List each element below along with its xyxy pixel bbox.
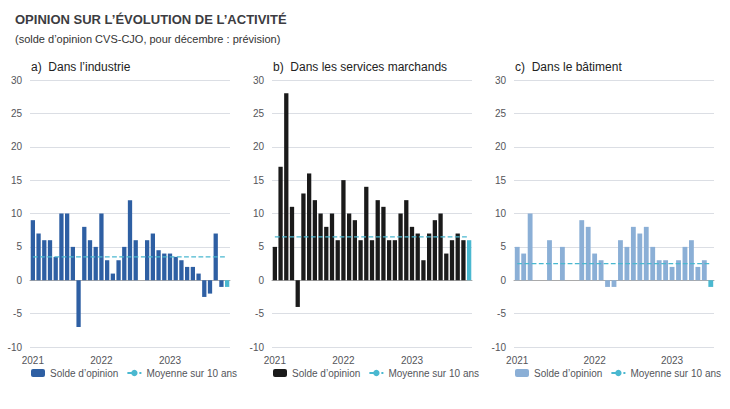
svg-text:10: 10 [495,208,507,219]
svg-text:(solde d’opinion CVS-CJO, pour: (solde d’opinion CVS-CJO, pour décembre … [15,33,280,45]
svg-text:5: 5 [258,241,264,252]
svg-text:-10: -10 [492,342,507,353]
svg-text:15: 15 [495,175,507,186]
svg-text:20: 20 [253,141,265,152]
svg-text:2022: 2022 [90,355,113,366]
svg-text:0: 0 [258,275,264,286]
svg-text:2021: 2021 [506,355,529,366]
svg-text:2023: 2023 [661,355,684,366]
svg-text:25: 25 [253,108,265,119]
svg-text:15: 15 [253,175,265,186]
svg-text:30: 30 [253,75,265,86]
svg-text:Solde d’opinion: Solde d’opinion [534,368,602,379]
svg-text:20: 20 [495,141,507,152]
svg-text:OPINION SUR L’ÉVOLUTION DE L’A: OPINION SUR L’ÉVOLUTION DE L’ACTIVITÉ [15,12,287,27]
svg-text:5: 5 [500,241,506,252]
svg-text:25: 25 [11,108,23,119]
svg-text:-10: -10 [250,342,265,353]
svg-text:Moyenne sur 10 ans: Moyenne sur 10 ans [388,368,479,379]
svg-text:30: 30 [11,75,23,86]
svg-text:-5: -5 [497,308,506,319]
svg-text:30: 30 [495,75,507,86]
svg-text:Moyenne sur 10 ans: Moyenne sur 10 ans [630,368,721,379]
svg-text:15: 15 [11,175,23,186]
svg-text:25: 25 [495,108,507,119]
svg-text:Solde d’opinion: Solde d’opinion [50,368,118,379]
svg-text:-5: -5 [255,308,264,319]
svg-text:b) Dans les services marchand: b) Dans les services marchands [273,60,447,74]
svg-text:-5: -5 [13,308,22,319]
svg-text:10: 10 [253,208,265,219]
svg-text:0: 0 [16,275,22,286]
svg-text:2023: 2023 [159,355,182,366]
svg-text:Moyenne sur 10 ans: Moyenne sur 10 ans [146,368,237,379]
svg-text:2022: 2022 [584,355,607,366]
svg-text:Solde d’opinion: Solde d’opinion [292,368,360,379]
svg-text:2021: 2021 [22,355,45,366]
svg-text:2022: 2022 [332,355,355,366]
svg-text:2023: 2023 [401,355,424,366]
svg-text:10: 10 [11,208,23,219]
svg-text:5: 5 [16,241,22,252]
svg-text:2021: 2021 [264,355,287,366]
svg-text:0: 0 [500,275,506,286]
svg-text:-10: -10 [8,342,23,353]
svg-text:a) Dans l’industrie: a) Dans l’industrie [31,60,131,74]
svg-text:c) Dans le bâtiment: c) Dans le bâtiment [515,60,622,74]
svg-text:20: 20 [11,141,23,152]
